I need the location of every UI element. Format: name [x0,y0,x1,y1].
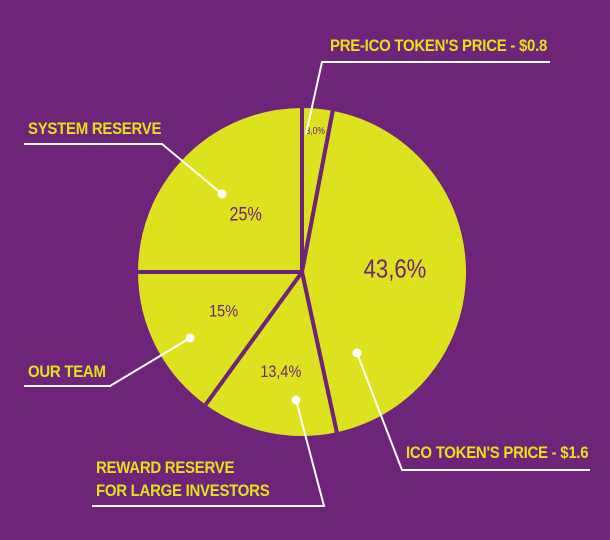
callout-our-team-dot [185,333,195,343]
callout-reward-reserve-line [92,399,326,507]
slice-ico-percent: 43,6% [364,255,427,284]
callout-ico-line [356,352,590,471]
slice-our-team [134,270,304,409]
callout-reward-reserve-dot [291,395,301,405]
label-reward-reserve-line1: REWARD RESERVE [96,458,235,477]
label-reward-reserve-line2: FOR LARGE INVESTORS [96,481,270,500]
slice-ico [300,106,470,437]
callout-our-team-line [24,337,191,387]
slice-system-reserve [134,104,304,274]
slice-pre-ico-percent: 3,0% [306,126,325,137]
callout-lines [24,61,590,507]
label-system-reserve: SYSTEM RESERVE [28,119,162,138]
slice-percent-labels: 3,0% 43,6% 13,4% 15% 25% [209,126,426,382]
slice-reward-reserve-percent: 13,4% [260,363,301,381]
pie-slices [134,104,470,440]
label-pre-ico-price: PRE-ICO TOKEN'S PRICE - $0.8 [330,36,548,55]
callout-system-reserve-dot [217,189,227,199]
slice-reward-reserve [202,270,340,440]
label-our-team: OUR TEAM [28,362,106,381]
slice-our-team-percent: 15% [209,302,238,320]
callout-ico-dot [352,348,362,358]
callout-pre-ico-line [305,61,550,135]
label-ico-price: ICO TOKEN'S PRICE - $1.6 [406,443,589,462]
slice-system-reserve-percent: 25% [230,203,263,225]
callout-system-reserve-line [24,143,223,195]
